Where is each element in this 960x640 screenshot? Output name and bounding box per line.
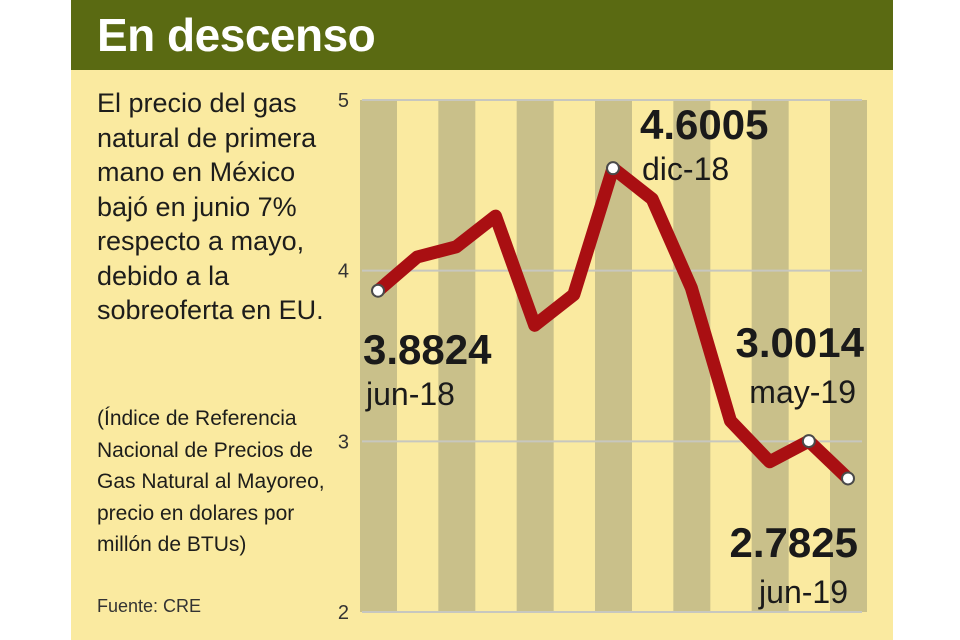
date-label-jun-18: jun-18	[365, 376, 455, 412]
highlight-points	[371, 161, 855, 486]
stripe-jun-19	[830, 100, 867, 612]
stripe-feb-19	[673, 100, 711, 612]
stripe-abr-19	[751, 100, 789, 612]
y-tick-label-3: 3	[338, 431, 349, 453]
date-label-jun-19: jun-19	[758, 574, 848, 610]
y-tick-label-4: 4	[338, 261, 349, 283]
y-tick-label-2: 2	[338, 602, 349, 624]
stripe-ago-18	[438, 100, 476, 612]
date-label-may-19: may-19	[749, 374, 856, 410]
chart-title: En descenso	[97, 9, 376, 61]
point-may-19	[801, 434, 816, 449]
date-label-dic-18: dic-18	[642, 151, 729, 187]
value-label-jun-18: 3.8824	[363, 326, 492, 373]
stripe-jun-18	[360, 100, 397, 612]
description-text: El precio del gas natural de primera man…	[97, 88, 324, 325]
value-label-may-19: 3.0014	[736, 319, 865, 366]
value-label-dic-18: 4.6005	[640, 101, 768, 148]
stripe-oct-18	[516, 100, 554, 612]
value-label-jun-19: 2.7825	[730, 519, 858, 566]
column-stripes	[360, 100, 867, 612]
grid-lines	[362, 99, 862, 613]
y-axis-ticks: 2 3 4 5	[338, 90, 349, 624]
point-jun-19	[841, 471, 855, 486]
index-note: (Índice de Referencia Nacional de Precio…	[97, 407, 325, 556]
title-bar	[71, 0, 893, 70]
source-note: Fuente: CRE	[97, 596, 202, 616]
y-tick-label-5: 5	[338, 90, 349, 112]
point-jun-18	[371, 283, 385, 298]
point-dic-18	[606, 161, 620, 176]
